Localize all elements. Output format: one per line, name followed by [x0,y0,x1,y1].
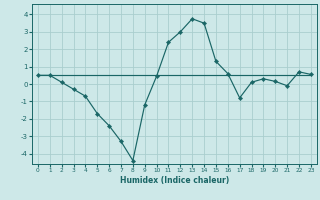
X-axis label: Humidex (Indice chaleur): Humidex (Indice chaleur) [120,176,229,185]
